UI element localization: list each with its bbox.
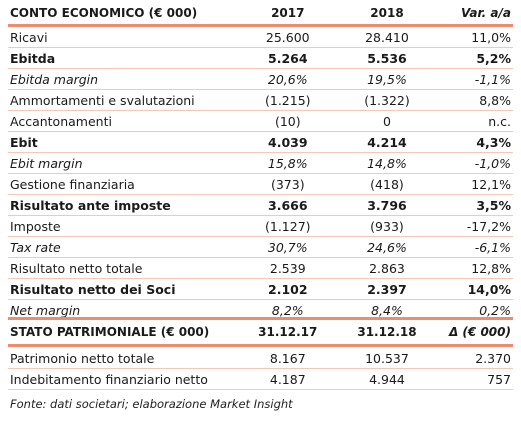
row-value-2: (418) xyxy=(370,176,404,192)
balance-row: Indebitamento finanziario netto 4.187 4.94… xyxy=(8,369,513,390)
income-header-2018: 2018 xyxy=(370,6,404,20)
row-value-1: 8,2% xyxy=(271,303,304,318)
row-value-1: 3.666 xyxy=(268,197,308,213)
row-label: Ebitda xyxy=(10,50,56,66)
row-value-2: 3.796 xyxy=(367,197,407,213)
row-label: Risultato netto totale xyxy=(10,260,143,276)
row-value-1: 2.102 xyxy=(268,281,308,297)
row-label: Ebit margin xyxy=(10,155,83,171)
row-change: 4,3% xyxy=(476,134,511,150)
row-value-1: 4.039 xyxy=(268,134,308,150)
row-value-2: (1.322) xyxy=(364,92,410,108)
balance-header-label: STATO PATRIMONIALE (€ 000) xyxy=(10,325,210,339)
income-row: Net margin 8,2% 8,4% 0,2% xyxy=(8,300,513,321)
row-change: 8,8% xyxy=(479,92,511,108)
row-change: -17,2% xyxy=(466,218,511,234)
income-row: Ebitda 5.264 5.536 5,2% xyxy=(8,48,513,69)
row-label: Indebitamento finanziario netto xyxy=(10,371,208,387)
row-value-2: 0 xyxy=(383,113,391,129)
row-change: 12,1% xyxy=(471,176,511,192)
balance-header-row: STATO PATRIMONIALE (€ 000) 31.12.17 31.1… xyxy=(8,321,513,343)
section-rule-top xyxy=(8,317,513,320)
row-label: Ebit xyxy=(10,134,38,150)
income-row: Ebit 4.039 4.214 4,3% xyxy=(8,132,513,153)
section-rule-bottom xyxy=(8,344,513,347)
row-change: 5,2% xyxy=(476,50,511,66)
row-change: -1,0% xyxy=(474,155,511,171)
income-header-var: Var. a/a xyxy=(461,6,511,20)
row-label: Accantonamenti xyxy=(10,113,112,129)
row-value-1: (1.127) xyxy=(265,218,311,234)
income-header-row: CONTO ECONOMICO (€ 000) 2017 2018 Var. a… xyxy=(8,2,513,24)
row-label: Ammortamenti e svalutazioni xyxy=(10,92,195,108)
row-value-2: 10.537 xyxy=(365,350,409,366)
row-value-2: 24,6% xyxy=(367,239,407,255)
balance-header-delta: Δ (€ 000) xyxy=(448,325,511,339)
row-value-2: 8,4% xyxy=(371,303,403,318)
row-value-1: 4.187 xyxy=(269,371,306,387)
row-value-1: (1.215) xyxy=(265,92,311,108)
income-row: Ricavi 25.600 28.410 11,0% xyxy=(8,27,513,48)
header-rule xyxy=(8,24,513,27)
row-change: 0,2% xyxy=(479,303,511,318)
row-value-2: 4.944 xyxy=(369,371,405,387)
row-value-2: (933) xyxy=(370,218,404,234)
row-change: -1,1% xyxy=(474,71,511,87)
balance-header-date1: 31.12.17 xyxy=(258,325,318,339)
row-label: Ebitda margin xyxy=(10,71,99,87)
row-value-2: 28.410 xyxy=(365,29,409,45)
row-value-1: 2.539 xyxy=(269,260,306,276)
row-value-1: 20,6% xyxy=(267,71,308,87)
income-row: Risultato netto totale 2.539 2.863 12,8% xyxy=(8,258,513,279)
row-value-2: 2.863 xyxy=(369,260,405,276)
row-change: 757 xyxy=(487,371,511,387)
row-label: Ricavi xyxy=(10,29,48,45)
income-row: Risultato netto dei Soci 2.102 2.397 14,0% xyxy=(8,279,513,300)
row-value-1: 15,8% xyxy=(267,155,308,171)
income-row: Gestione finanziaria (373) (418) 12,1% xyxy=(8,174,513,195)
income-row: Ebit margin 15,8% 14,8% -1,0% xyxy=(8,153,513,174)
balance-row: Patrimonio netto totale 8.167 10.537 2.370 xyxy=(8,348,513,369)
income-row: Accantonamenti (10) 0 n.c. xyxy=(8,111,513,132)
balance-header-date2: 31.12.18 xyxy=(357,325,417,339)
income-row: Tax rate 30,7% 24,6% -6,1% xyxy=(8,237,513,258)
row-change: 14,0% xyxy=(467,281,511,297)
row-value-2: 5.536 xyxy=(367,50,407,66)
row-label: Tax rate xyxy=(10,239,61,255)
row-value-1: 8.167 xyxy=(269,350,306,366)
income-row: Risultato ante imposte 3.666 3.796 3,5% xyxy=(8,195,513,216)
row-value-2: 19,5% xyxy=(367,71,407,87)
income-row: Ammortamenti e svalutazioni (1.215) (1.322… xyxy=(8,90,513,111)
row-label: Risultato ante imposte xyxy=(10,197,171,213)
source-note: Fonte: dati societari; elaborazione Mark… xyxy=(10,397,293,411)
row-value-2: 4.214 xyxy=(367,134,407,150)
row-change: 12,8% xyxy=(471,260,511,276)
row-value-2: 2.397 xyxy=(367,281,407,297)
row-value-1: 30,7% xyxy=(267,239,308,255)
income-header-2017: 2017 xyxy=(271,6,305,20)
row-change: -6,1% xyxy=(474,239,511,255)
row-change: 2.370 xyxy=(475,350,511,366)
income-header-label: CONTO ECONOMICO (€ 000) xyxy=(10,6,198,20)
row-change: 3,5% xyxy=(476,197,511,213)
row-value-1: (10) xyxy=(274,113,301,129)
row-label: Gestione finanziaria xyxy=(10,176,135,192)
row-label: Risultato netto dei Soci xyxy=(10,281,176,297)
income-row: Imposte (1.127) (933) -17,2% xyxy=(8,216,513,237)
row-change: 11,0% xyxy=(471,29,511,45)
row-value-1: 5.264 xyxy=(268,50,308,66)
row-value-1: 25.600 xyxy=(265,29,310,45)
row-label: Net margin xyxy=(10,303,81,318)
row-change: n.c. xyxy=(488,113,511,129)
row-label: Imposte xyxy=(10,218,61,234)
row-value-2: 14,8% xyxy=(367,155,407,171)
row-value-1: (373) xyxy=(270,176,305,192)
row-label: Patrimonio netto totale xyxy=(10,350,155,366)
income-row: Ebitda margin 20,6% 19,5% -1,1% xyxy=(8,69,513,90)
